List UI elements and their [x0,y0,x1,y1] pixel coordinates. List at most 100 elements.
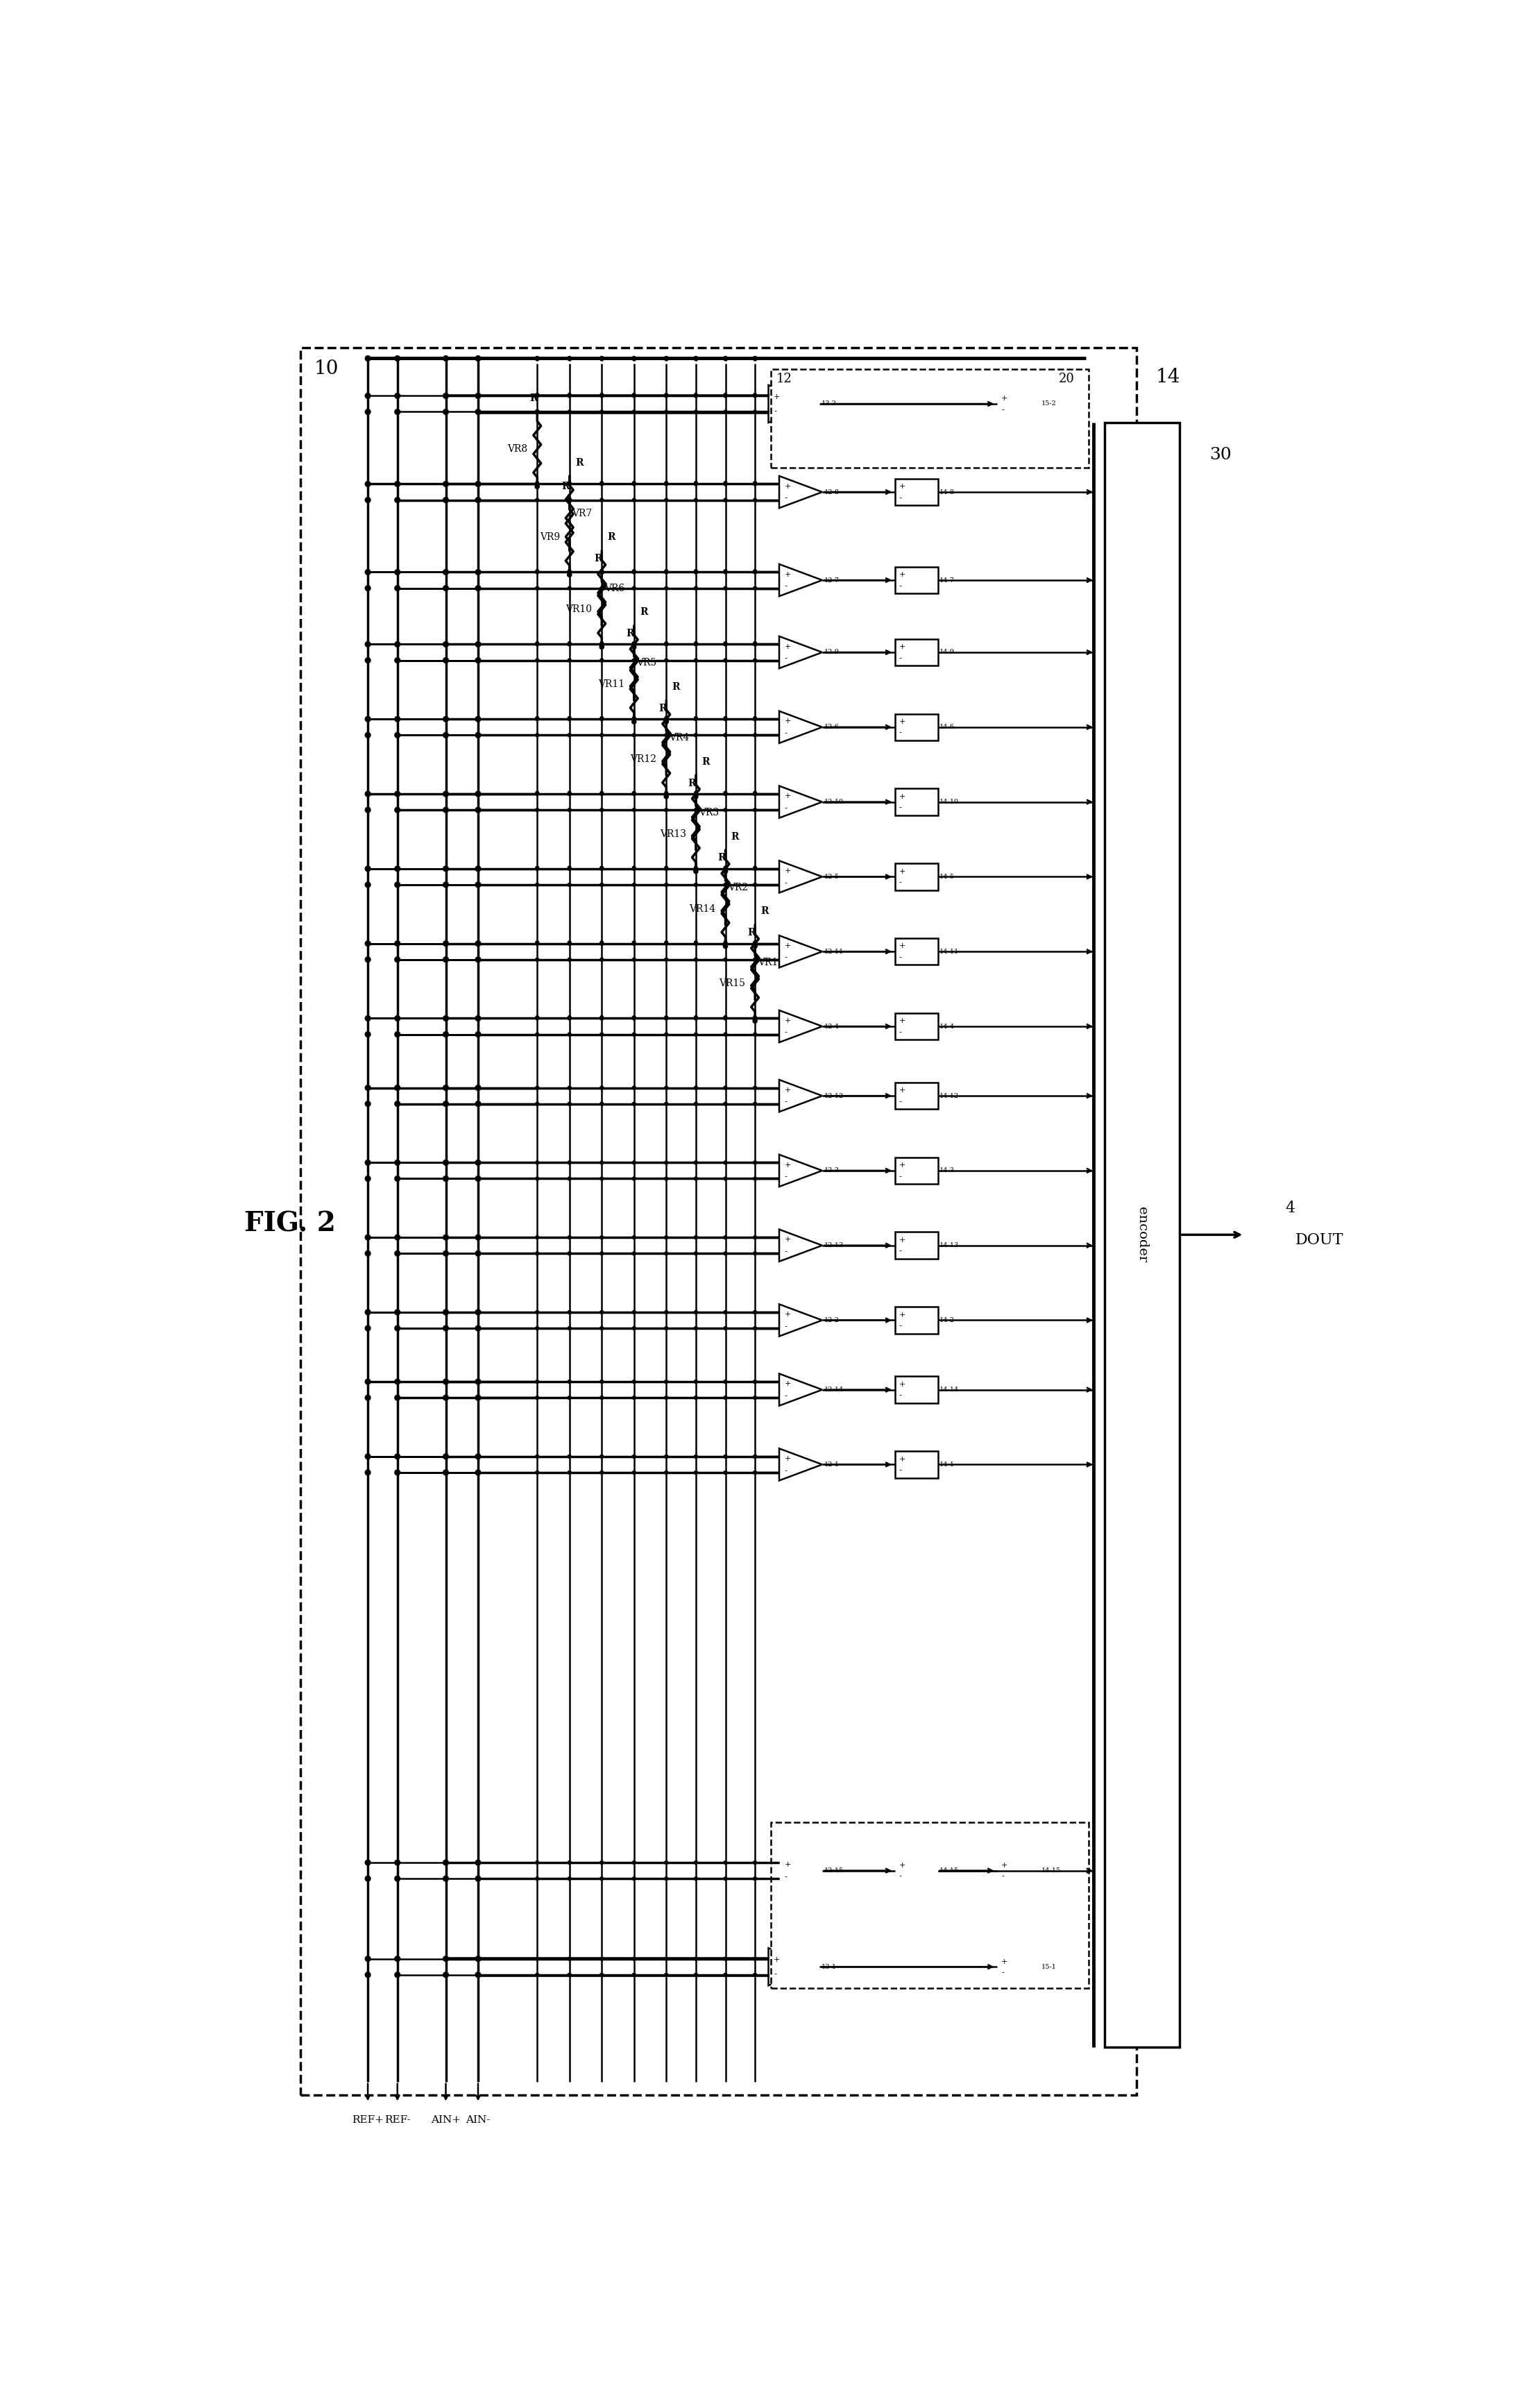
Circle shape [664,1235,669,1240]
Circle shape [475,956,481,963]
Text: 14-6: 14-6 [940,725,955,730]
Circle shape [568,884,571,886]
Circle shape [723,660,726,662]
Circle shape [568,809,571,811]
Circle shape [536,792,539,795]
Circle shape [600,1235,603,1240]
Circle shape [475,1380,481,1385]
Circle shape [443,956,448,963]
Circle shape [664,792,669,795]
Circle shape [664,393,669,397]
Circle shape [443,1324,448,1332]
Circle shape [664,867,669,869]
Circle shape [723,395,726,397]
Circle shape [394,1324,401,1332]
Circle shape [664,395,669,397]
Circle shape [754,1397,757,1399]
Circle shape [664,482,669,484]
Circle shape [568,588,571,590]
Text: +: + [774,1958,780,1963]
Circle shape [694,1086,698,1088]
Circle shape [600,571,603,573]
Circle shape [694,958,698,961]
Circle shape [754,1103,757,1105]
Circle shape [754,643,757,645]
Circle shape [600,395,603,397]
Circle shape [752,356,757,361]
Circle shape [632,1397,635,1399]
Text: DOUT: DOUT [1296,1233,1343,1247]
Circle shape [754,718,757,720]
Circle shape [664,792,669,795]
Circle shape [536,1471,539,1474]
Text: +: + [784,571,790,578]
Text: VR14: VR14 [690,903,716,913]
Circle shape [723,409,726,414]
Circle shape [664,958,669,961]
Circle shape [536,1235,539,1240]
Circle shape [568,734,571,737]
Circle shape [632,1310,635,1315]
Circle shape [694,1380,698,1382]
Circle shape [694,1327,698,1329]
Circle shape [536,482,539,486]
Circle shape [536,1380,539,1382]
Circle shape [600,1086,603,1088]
Circle shape [694,1103,698,1105]
Circle shape [600,884,603,886]
Circle shape [664,1235,669,1240]
Circle shape [754,482,757,486]
Circle shape [694,942,698,944]
Circle shape [600,1103,603,1105]
Circle shape [394,568,401,576]
Circle shape [632,792,635,795]
Circle shape [536,1016,539,1021]
Circle shape [600,1397,603,1399]
Circle shape [366,867,370,872]
Circle shape [366,1324,370,1332]
Circle shape [694,409,698,414]
Text: R: R [688,778,696,787]
Circle shape [664,660,669,662]
Circle shape [694,1252,698,1255]
Circle shape [664,1380,669,1382]
Circle shape [754,718,757,720]
Circle shape [723,1876,726,1881]
Circle shape [664,1876,669,1881]
Circle shape [536,958,539,961]
Bar [896,1014,938,1040]
Circle shape [475,1394,481,1401]
Circle shape [568,867,571,869]
Circle shape [600,1327,603,1329]
Circle shape [632,1861,635,1864]
Circle shape [664,660,669,662]
Circle shape [568,568,571,573]
Text: 14: 14 [1156,368,1180,388]
Circle shape [443,942,448,946]
Circle shape [600,660,603,662]
Circle shape [600,395,603,397]
Circle shape [600,1016,603,1021]
Circle shape [475,1876,481,1881]
Circle shape [536,867,539,869]
Text: VR3: VR3 [699,807,719,816]
Circle shape [394,867,401,872]
Circle shape [632,1397,635,1399]
Circle shape [664,1103,669,1105]
Circle shape [366,1454,370,1459]
Circle shape [475,1235,481,1240]
Circle shape [754,588,757,590]
Circle shape [723,409,726,414]
Circle shape [536,1380,539,1382]
Circle shape [754,1161,757,1163]
Circle shape [723,1086,726,1088]
Circle shape [723,869,728,874]
Circle shape [723,734,726,737]
Circle shape [394,718,401,722]
Circle shape [568,573,571,578]
Circle shape [694,734,698,737]
Circle shape [664,409,669,414]
Text: +: + [899,1861,906,1869]
Circle shape [664,498,669,501]
Circle shape [754,1454,757,1459]
